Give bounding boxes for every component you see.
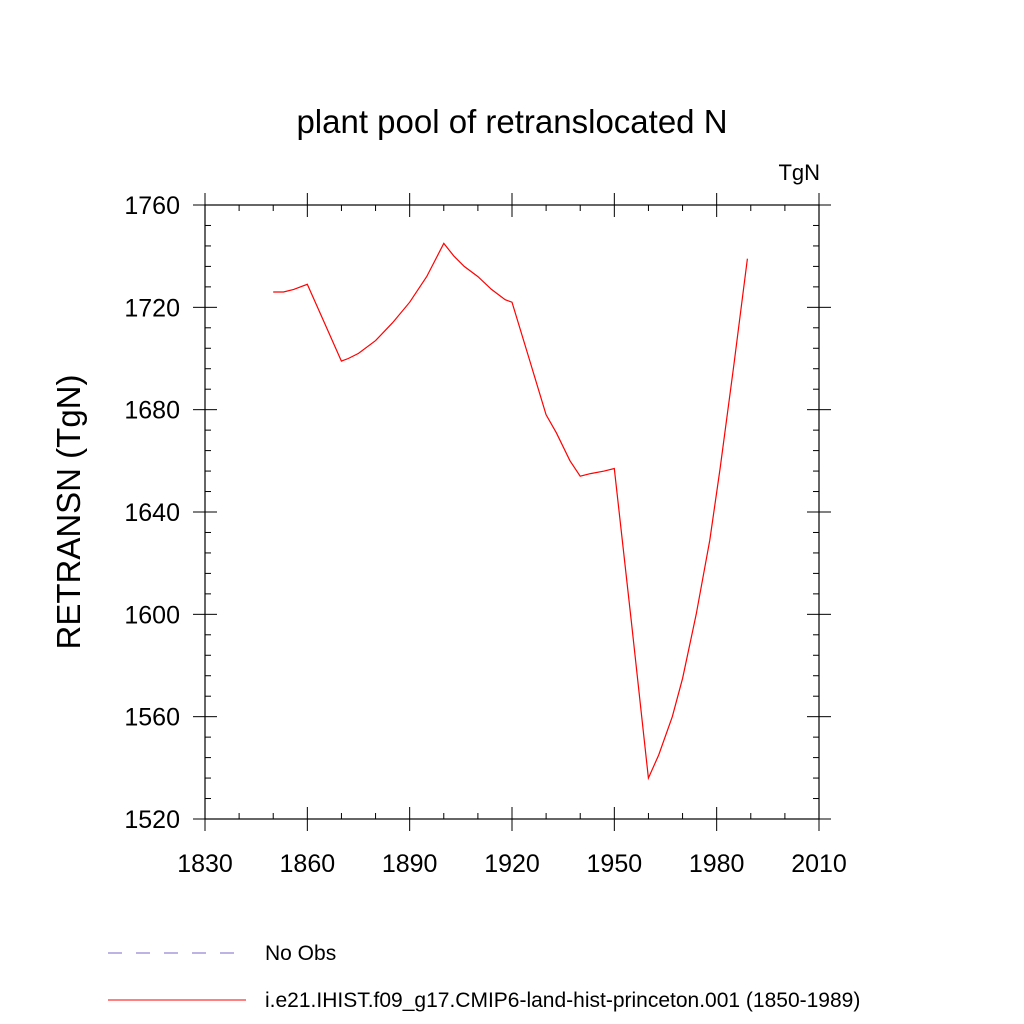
x-tick-label: 1950: [587, 850, 643, 878]
chart-title: plant pool of retranslocated N: [296, 103, 727, 140]
series-line: [273, 242, 748, 781]
x-tick-label: 1830: [177, 850, 233, 878]
plot-frame: [204, 204, 820, 820]
x-tick-label: 1920: [484, 850, 540, 878]
x-tick-label: 2010: [791, 850, 847, 878]
y-tick-label: 1600: [124, 601, 180, 629]
axis-ticks: 1830 1860 1890 1920 1950 1980 2010 1520 1560 1600…: [124, 192, 846, 878]
units-label: TgN: [778, 160, 820, 185]
y-tick-label: 1560: [124, 704, 180, 732]
y-tick-label: 1680: [124, 397, 180, 425]
x-tick-label: 1890: [382, 850, 438, 878]
legend-label: No Obs: [265, 942, 336, 965]
y-tick-label: 1640: [124, 499, 180, 527]
y-tick-label: 1760: [124, 192, 180, 220]
x-tick-label: 1980: [689, 850, 745, 878]
x-tick-label: 1860: [280, 850, 336, 878]
legend: No Obs i.e21.IHIST.f09_g17.CMIP6-land-his…: [108, 942, 860, 1012]
y-tick-label: 1720: [124, 294, 180, 322]
y-tick-label: 1520: [124, 806, 180, 834]
legend-label: i.e21.IHIST.f09_g17.CMIP6-land-hist-prin…: [265, 989, 860, 1012]
y-axis-label: RETRANSN (TgN): [50, 374, 87, 649]
series-layer: [273, 242, 748, 781]
